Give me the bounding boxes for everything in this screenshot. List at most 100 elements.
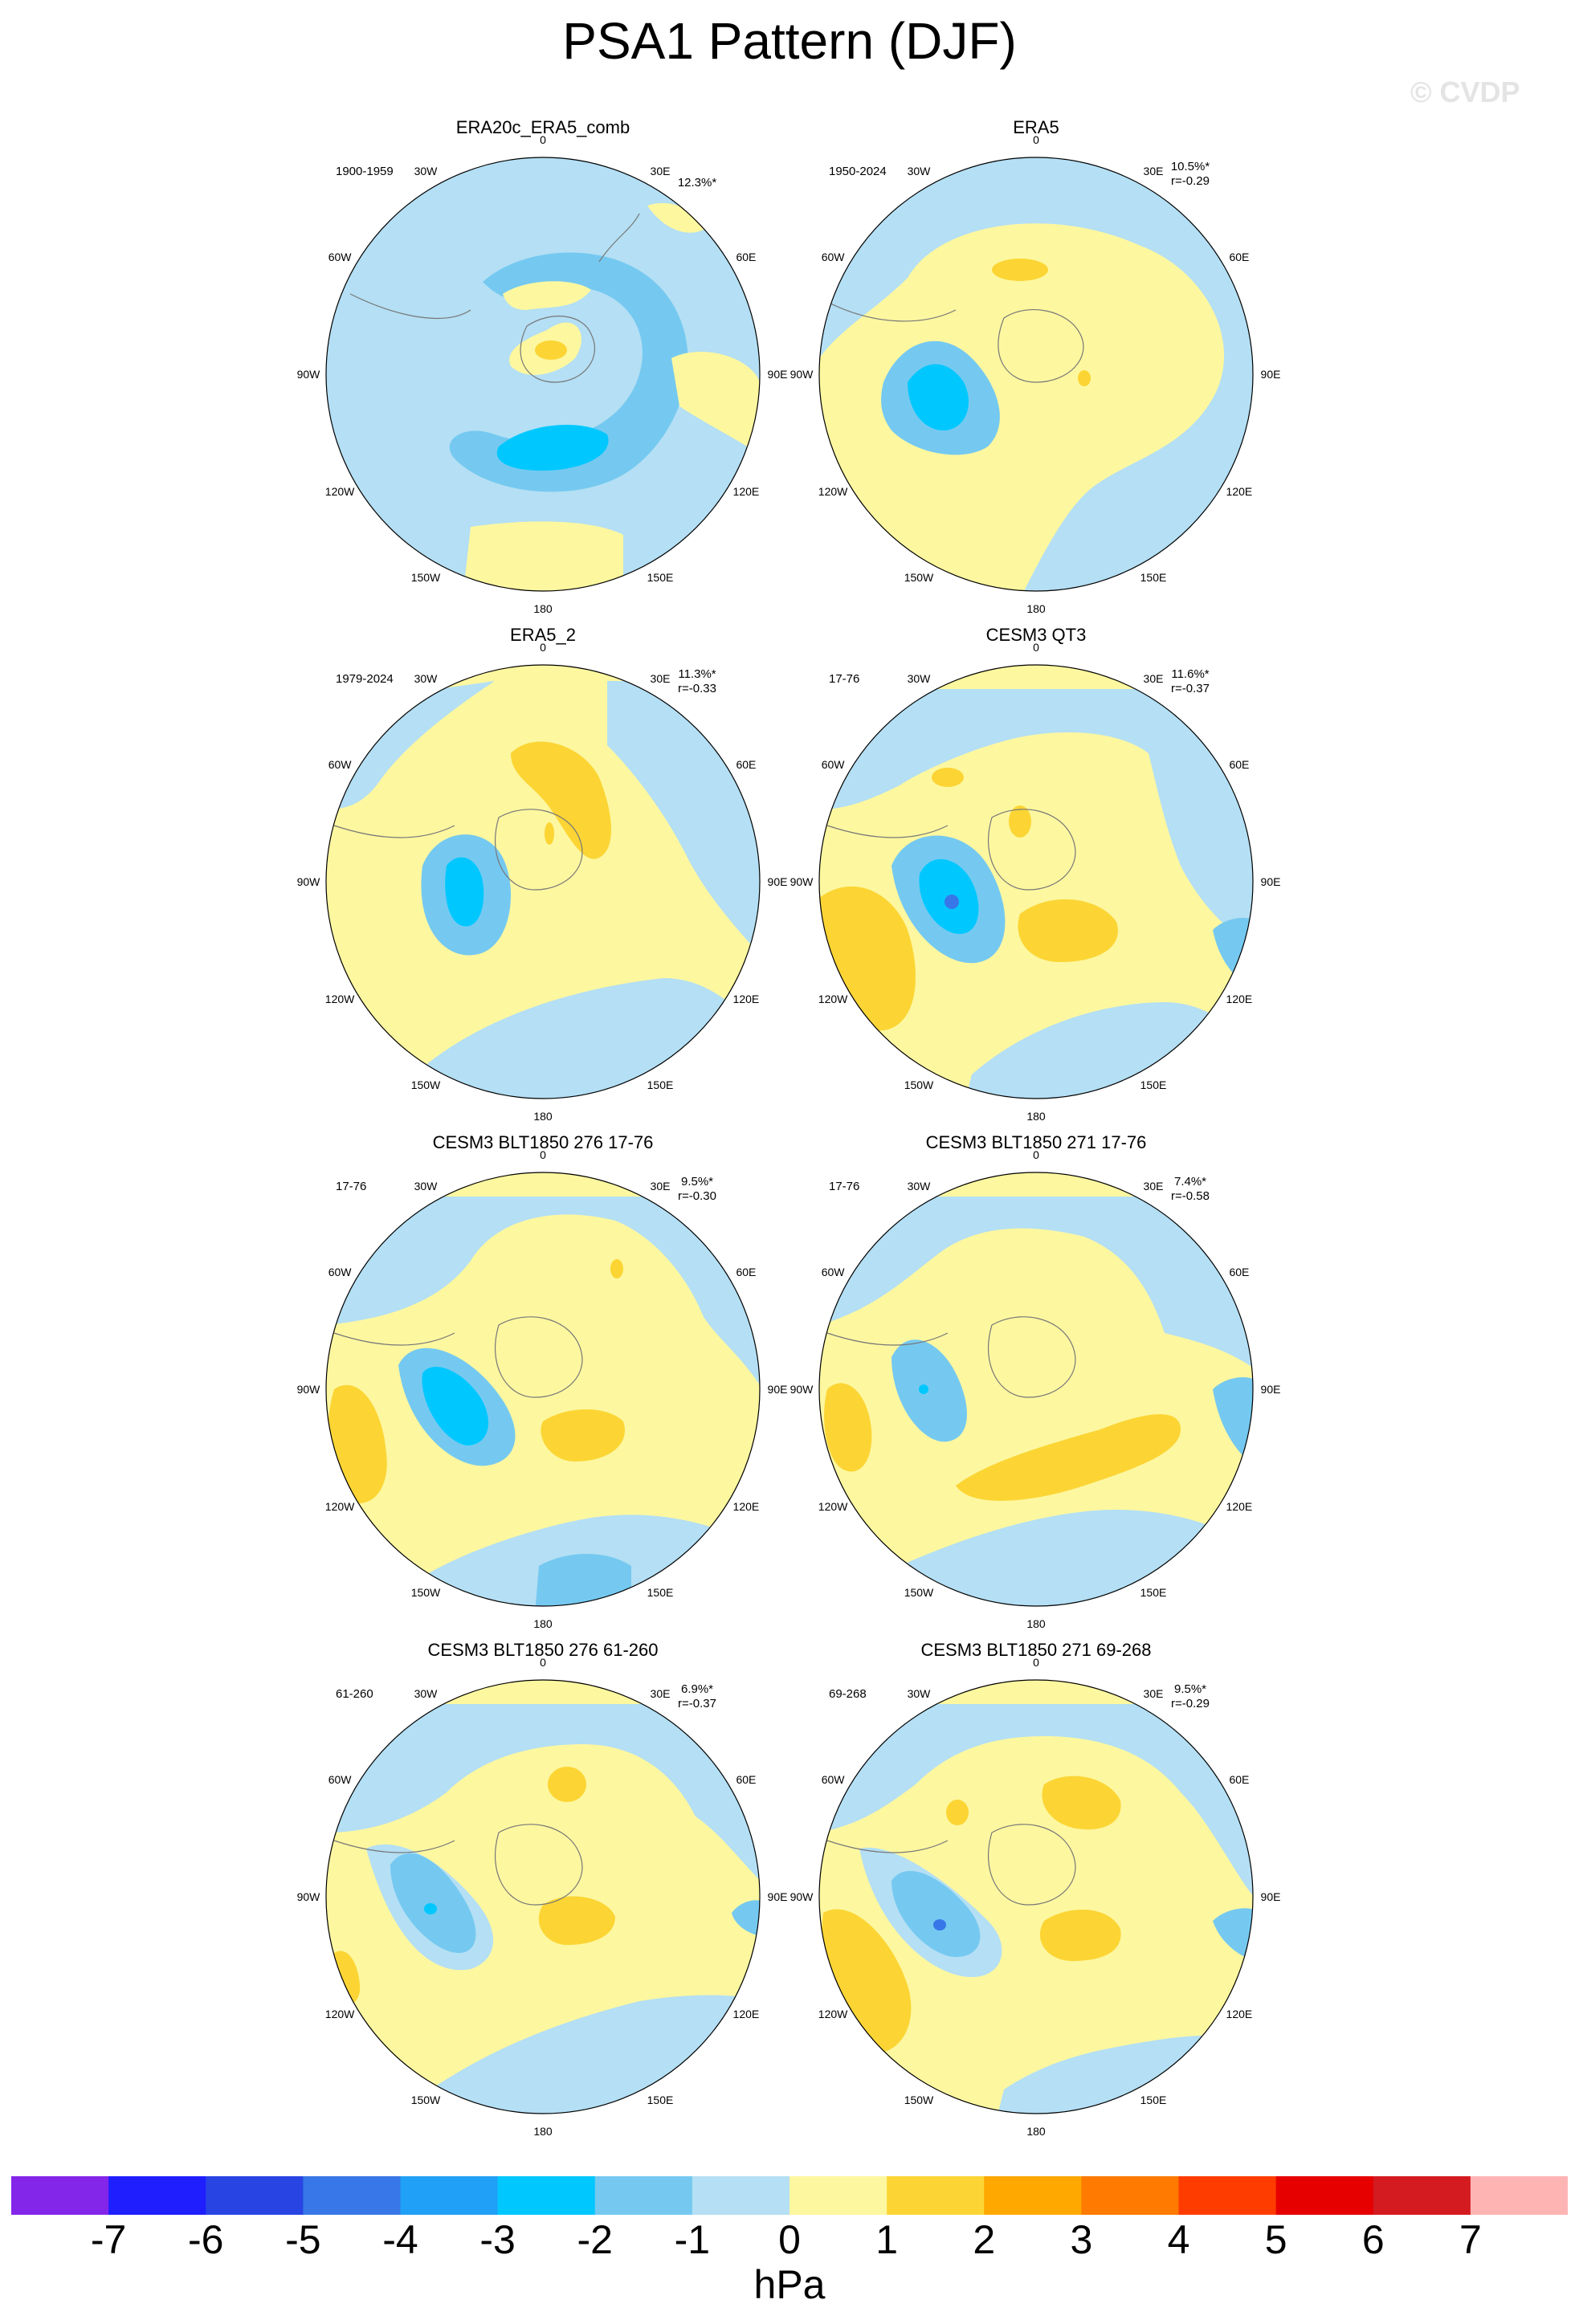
longitude-label: 0 <box>1033 1148 1039 1161</box>
period-label: 1900-1959 <box>336 165 394 178</box>
longitude-label: 90E <box>1261 1890 1281 1903</box>
contour-pos-2b <box>541 1409 625 1462</box>
longitude-label: 150E <box>1140 2094 1167 2106</box>
polar-map: 0 30E 60E 90E 120E 150E 180 150W 120W 90W 60W 30W 6… <box>297 1656 788 2138</box>
longitude-label: 150W <box>904 1078 934 1091</box>
panel-title: CESM3 QT3 <box>985 625 1087 645</box>
colorbar-swatch <box>692 2176 790 2215</box>
longitude-label: 150E <box>647 571 674 584</box>
longitude-label: 60W <box>822 1773 846 1786</box>
continent-outline <box>826 1316 1076 1398</box>
longitude-label: 90W <box>297 1890 321 1903</box>
colorbar-swatch <box>1373 2176 1471 2215</box>
map-panel: ERA5_2 0 30E 60E 90E 120E 150E 180 150W 120W 90W 6… <box>286 625 800 1123</box>
longitude-label: 150E <box>647 2094 674 2106</box>
longitude-label: 150E <box>1140 1078 1167 1091</box>
longitude-label: 90E <box>768 1890 788 1903</box>
longitude-label: 30E <box>651 672 671 685</box>
panel-title: ERA20c_ERA5_comb <box>455 117 630 137</box>
continent-outline <box>333 809 583 891</box>
longitude-label: 60E <box>736 758 756 771</box>
correlation-label: r=-0.33 <box>678 682 716 695</box>
longitude-label: 180 <box>1026 1617 1046 1630</box>
colorbar-tick-label: -4 <box>382 2217 418 2262</box>
longitude-label: 150W <box>411 2094 441 2106</box>
longitude-label: 120E <box>1226 2008 1253 2020</box>
contour-neg-1 <box>326 1704 760 1889</box>
longitude-label: 60E <box>1229 758 1249 771</box>
longitude-label: 60E <box>736 251 756 263</box>
contour-neg-2 <box>892 1339 967 1442</box>
map-panel: CESM3 QT3 0 30E 60E 90E 120E 150E 180 150W 120W 9… <box>779 625 1293 1123</box>
longitude-label: 60E <box>1229 251 1249 263</box>
colorbar-swatch <box>887 2176 985 2215</box>
polar-map: 0 30E 60E 90E 120E 150E 180 150W 120W 90W 60W 30W 1… <box>790 641 1281 1123</box>
longitude-label: 60W <box>328 1266 353 1278</box>
longitude-label: 30E <box>651 165 671 177</box>
longitude-label: 180 <box>1026 2125 1046 2138</box>
longitude-label: 60W <box>328 1773 353 1786</box>
longitude-label: 0 <box>540 1148 546 1161</box>
longitude-label: 60W <box>328 758 353 771</box>
continent-outline <box>333 1316 583 1398</box>
period-label: 17-76 <box>829 1180 859 1193</box>
colorbar-tick-label: 1 <box>875 2217 899 2262</box>
longitude-label: 180 <box>1026 1110 1046 1123</box>
contour-pos-2b <box>538 1896 615 1945</box>
period-label: 17-76 <box>336 1180 366 1193</box>
longitude-label: 120E <box>1226 993 1253 1005</box>
longitude-label: 60E <box>736 1773 756 1786</box>
longitude-label: 60W <box>822 251 846 263</box>
colorbar-swatch <box>497 2176 596 2215</box>
colorbar-swatch <box>1470 2176 1568 2215</box>
longitude-label: 150W <box>904 2094 934 2106</box>
continent-outline <box>349 213 640 383</box>
longitude-label: 120E <box>733 993 760 1005</box>
longitude-label: 150W <box>411 1078 441 1091</box>
longitude-label: 120E <box>733 2008 760 2020</box>
longitude-label: 90E <box>1261 368 1281 381</box>
period-label: 61-260 <box>336 1687 373 1701</box>
variance-label: 6.9%* <box>681 1682 713 1696</box>
longitude-label: 120W <box>818 2008 848 2020</box>
colorbar-tick-label: 7 <box>1459 2217 1482 2262</box>
longitude-label: 120E <box>733 485 760 498</box>
longitude-label: 30W <box>908 1687 932 1700</box>
variance-label: 11.6%* <box>1171 667 1209 681</box>
variance-label: 10.5%* <box>1171 160 1210 173</box>
longitude-label: 90W <box>790 875 814 888</box>
panel-title: CESM3 BLT1850 271 69-268 <box>920 1640 1152 1660</box>
map-panel: CESM3 BLT1850 276 17-76 0 30E 60E 90E 120E 15… <box>286 1132 800 1630</box>
polar-map: 0 30E 60E 90E 120E 150E 180 150W 120W 90W 60W 30W 1… <box>790 133 1281 615</box>
contour-pos-1 <box>819 223 1225 591</box>
longitude-label: 90E <box>768 368 788 381</box>
correlation-label: r=-0.58 <box>1171 1189 1210 1203</box>
correlation-label: r=-0.30 <box>678 1189 716 1203</box>
longitude-label: 0 <box>1033 641 1039 654</box>
contour-neg-1 <box>819 1197 1253 1373</box>
period-label: 17-76 <box>829 672 859 686</box>
longitude-label: 60W <box>328 251 353 263</box>
colorbar-swatch <box>11 2176 109 2215</box>
polar-map: 0 30E 60E 90E 120E 150E 180 150W 120W 90W 60W 30W 1… <box>297 1148 788 1630</box>
longitude-label: 90E <box>1261 1383 1281 1396</box>
longitude-label: 150E <box>1140 1586 1167 1599</box>
period-label: 1950-2024 <box>829 165 887 178</box>
longitude-label: 60W <box>822 758 846 771</box>
panel-title: ERA5_2 <box>510 625 576 645</box>
map-panel: CESM3 BLT1850 276 61-260 0 30E 60E 90E 120E 1… <box>286 1640 800 2138</box>
colorbar-tick-label: -5 <box>285 2217 321 2262</box>
map-panel: CESM3 BLT1850 271 69-268 0 30E 60E 90E 120E 1… <box>779 1640 1293 2138</box>
map-panel: CESM3 BLT1850 271 17-76 0 30E 60E 90E 120E 15… <box>779 1132 1293 1630</box>
colorbar-units: hPa <box>753 2262 826 2307</box>
period-label: 1979-2024 <box>336 672 394 686</box>
longitude-label: 150W <box>411 571 441 584</box>
contour-pos-2 <box>511 741 611 859</box>
colorbar-tick-label: 2 <box>973 2217 996 2262</box>
panel-title: CESM3 BLT1850 276 17-76 <box>432 1132 654 1152</box>
longitude-label: 150W <box>411 1586 441 1599</box>
longitude-label: 120W <box>325 993 355 1005</box>
continent-outline <box>826 1824 1076 1906</box>
colorbar-tick-label: -7 <box>90 2217 127 2262</box>
longitude-label: 180 <box>533 1617 553 1630</box>
